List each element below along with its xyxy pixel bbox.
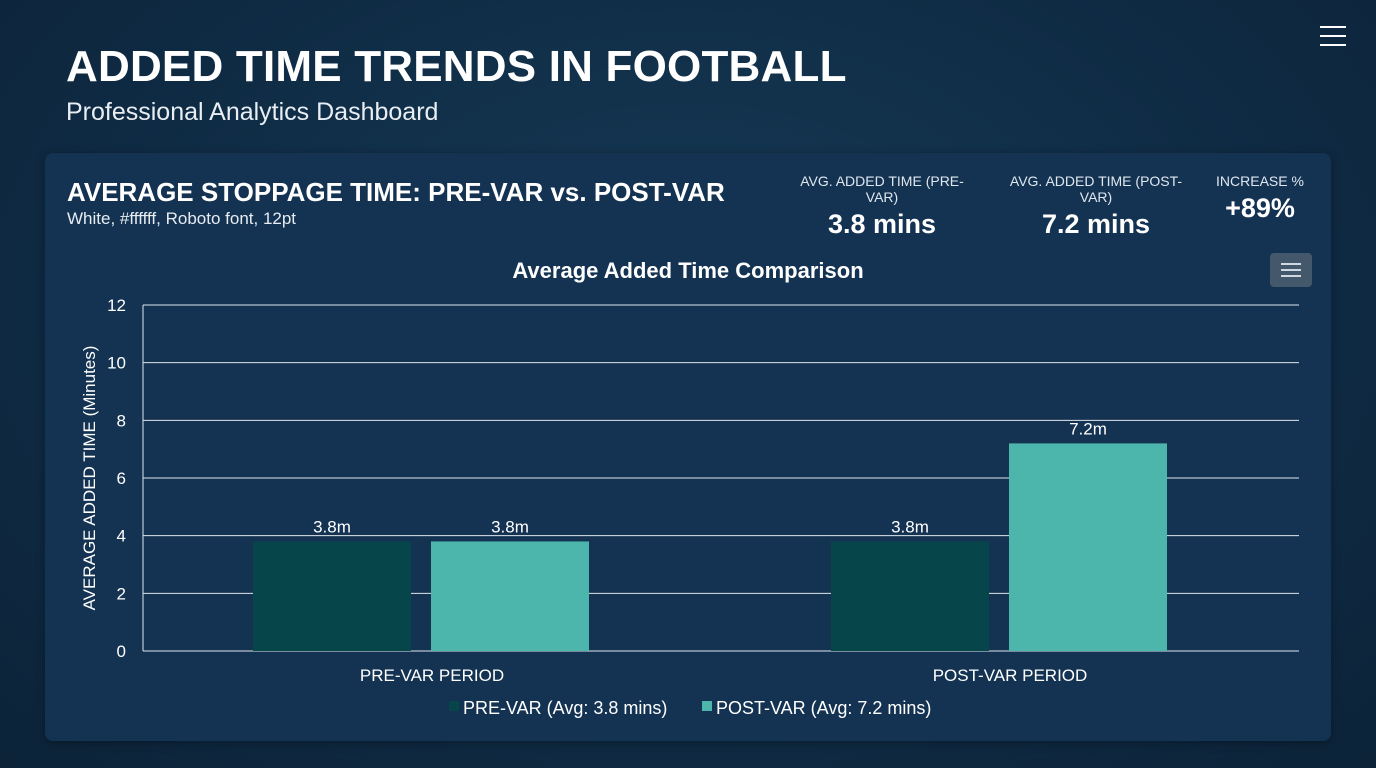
page-title: ADDED TIME TRENDS IN FOOTBALL bbox=[66, 42, 847, 91]
data-label: 3.8m bbox=[891, 517, 929, 536]
y-tick-label: 10 bbox=[107, 354, 126, 373]
data-label: 3.8m bbox=[491, 517, 529, 536]
stat-increase: INCREASE % +89% bbox=[1215, 173, 1305, 224]
bar bbox=[831, 541, 989, 651]
stat-label: INCREASE % bbox=[1216, 173, 1304, 189]
legend-item: POST-VAR (Avg: 7.2 mins) bbox=[716, 698, 931, 718]
y-tick-label: 6 bbox=[117, 469, 126, 488]
x-tick-label: PRE-VAR PERIOD bbox=[360, 666, 504, 685]
stat-value: 7.2 mins bbox=[1041, 209, 1151, 239]
y-axis-label: AVERAGE ADDED TIME (Minutes) bbox=[80, 346, 99, 611]
legend-swatch bbox=[449, 701, 459, 711]
card-title: AVERAGE STOPPAGE TIME: PRE-VAR vs. POST-… bbox=[67, 177, 725, 207]
stat-label: AVG. ADDED TIME (POST-VAR) bbox=[1009, 173, 1183, 205]
main-menu-button[interactable] bbox=[1320, 26, 1346, 46]
bar bbox=[431, 541, 589, 651]
stat-post-var: AVG. ADDED TIME (POST-VAR) 7.2 mins bbox=[995, 173, 1197, 240]
y-tick-label: 12 bbox=[107, 296, 126, 315]
data-label: 3.8m bbox=[313, 517, 351, 536]
y-tick-label: 8 bbox=[117, 411, 126, 430]
y-tick-label: 0 bbox=[117, 642, 126, 661]
stat-label: AVG. ADDED TIME (PRE-VAR) bbox=[800, 173, 964, 205]
legend-item: PRE-VAR (Avg: 3.8 mins) bbox=[463, 698, 667, 718]
stat-value: 3.8 mins bbox=[827, 209, 937, 239]
stat-value: +89% bbox=[1225, 193, 1295, 223]
bar bbox=[253, 541, 411, 651]
chart-title: Average Added Time Comparison bbox=[512, 258, 863, 283]
chart-menu-button[interactable] bbox=[1270, 253, 1312, 287]
data-label: 7.2m bbox=[1069, 419, 1107, 438]
card-note: White, #ffffff, Roboto font, 12pt bbox=[67, 209, 297, 228]
page-subtitle: Professional Analytics Dashboard bbox=[66, 98, 439, 126]
bar bbox=[1009, 443, 1167, 651]
legend-swatch bbox=[702, 701, 712, 711]
y-tick-label: 2 bbox=[117, 584, 126, 603]
x-tick-label: POST-VAR PERIOD bbox=[933, 666, 1088, 685]
y-tick-label: 4 bbox=[117, 527, 126, 546]
stat-pre-var: AVG. ADDED TIME (PRE-VAR) 3.8 mins bbox=[788, 173, 976, 240]
